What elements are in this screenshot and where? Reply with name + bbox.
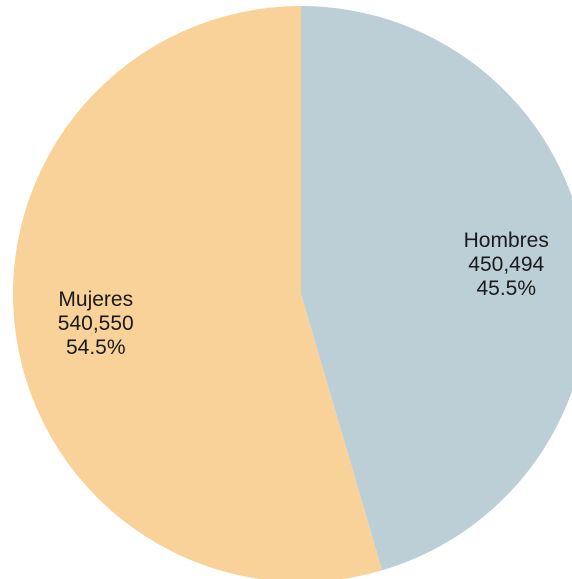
slice-percent-label: 54.5% [66, 336, 126, 359]
slice-percent-label: 45.5% [476, 277, 536, 300]
pie-slice-hombres [301, 6, 572, 571]
pie-slice-mujeres [12, 6, 383, 579]
pie-slices [12, 6, 572, 579]
slice-value-label: 540,550 [58, 312, 134, 335]
slice-name-label: Mujeres [58, 288, 133, 311]
slice-value-label: 450,494 [468, 253, 544, 276]
slice-name-label: Hombres [464, 229, 549, 252]
